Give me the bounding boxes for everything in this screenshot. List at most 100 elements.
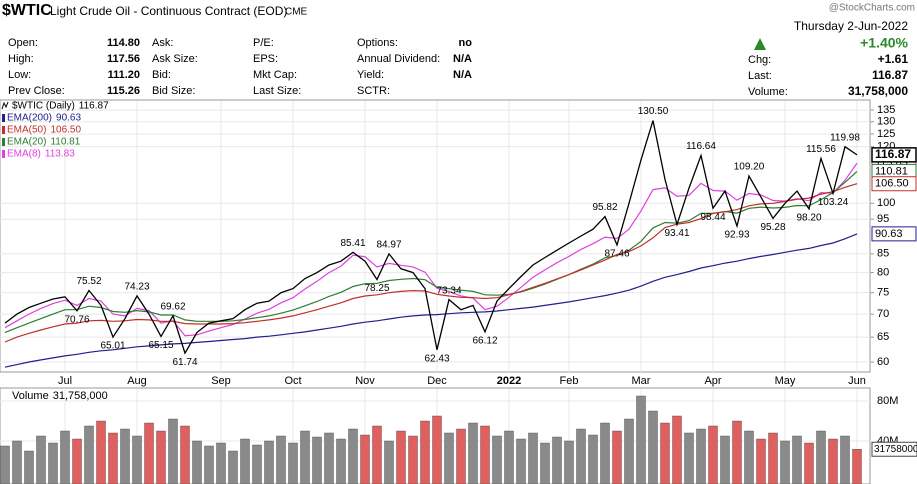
- volume-bar: [600, 422, 610, 484]
- price-annotation: 65.01: [100, 341, 125, 352]
- legend-value: 116.87: [79, 101, 109, 112]
- y-tick-label: 85: [877, 248, 889, 260]
- price-annotation: 62.43: [424, 353, 449, 364]
- last-volume-tag: [871, 441, 917, 457]
- x-tick-label: Aug: [127, 375, 147, 387]
- volume-bar: [684, 432, 694, 484]
- up-arrow: [754, 38, 766, 50]
- watermark: @StockCharts.com: [829, 3, 915, 14]
- volume-bar: [84, 425, 94, 484]
- quote-date: Thursday 2-Jun-2022: [794, 19, 908, 33]
- price-annotation: 70.76: [64, 314, 89, 325]
- price-annotation: 84.97: [376, 240, 401, 251]
- x-tick-label: Jun: [848, 375, 866, 387]
- grid: [0, 101, 870, 484]
- volume-bar: [504, 430, 514, 484]
- y-tick-label: 60: [877, 356, 889, 368]
- volume-bar: [516, 438, 526, 484]
- volume-bar: [756, 438, 766, 484]
- volume-bar: [228, 450, 238, 484]
- field-label: Bid:: [152, 69, 171, 81]
- legend-name: $WTIC (Daily): [12, 101, 75, 112]
- volume-bar: [276, 435, 286, 484]
- y-tick-label: 80: [877, 267, 889, 279]
- last-value-tag: [871, 176, 917, 192]
- instrument-name: Light Crude Oil - Continuous Contract (E…: [50, 4, 287, 18]
- volume-bar: [108, 432, 118, 484]
- field-value: 115.26: [107, 85, 140, 97]
- legend-value: 90.63: [56, 113, 81, 124]
- volume-bar: [456, 428, 466, 484]
- volume-bar: [252, 444, 262, 484]
- volume-bar: [324, 432, 334, 484]
- volume-bar: [384, 440, 394, 484]
- volume-bar: [648, 410, 658, 484]
- volume-bar: [804, 442, 814, 484]
- field-label: Prev Close:: [8, 85, 65, 97]
- x-tick-label: Oct: [284, 375, 301, 387]
- price-annotation: 116.64: [686, 141, 716, 152]
- field-label: Ask Size:: [152, 53, 198, 65]
- quote-label: Chg:: [748, 54, 771, 66]
- ema-line: [4, 233, 858, 368]
- price-annotation: 98.20: [796, 213, 821, 224]
- symbol: $WTIC: [2, 2, 52, 19]
- price-annotation: 66.12: [472, 335, 497, 346]
- last-value-label: 106.50: [875, 178, 909, 190]
- volume-bar: [408, 435, 418, 484]
- ema-line: [4, 183, 858, 343]
- x-tick-label: Apr: [704, 375, 721, 387]
- y-tick-label: 75: [877, 287, 889, 299]
- y-tick-label: 95: [877, 213, 889, 225]
- legend-swatch: [2, 114, 5, 122]
- quote-value: 116.87: [872, 68, 908, 82]
- volume-bar: [624, 418, 634, 484]
- legend-swatch: [2, 138, 5, 146]
- volume-bar: [828, 438, 838, 484]
- field-label: P/E:: [253, 37, 274, 49]
- field-label: Annual Dividend:: [357, 53, 440, 65]
- field-label: Yield:: [357, 69, 384, 81]
- exchange: CME: [285, 7, 308, 18]
- volume-bar: [12, 440, 22, 484]
- field-label: SCTR:: [357, 85, 390, 97]
- price-annotation: 87.46: [604, 249, 629, 260]
- field-label: Ask:: [152, 37, 173, 49]
- volume-bar: [732, 420, 742, 484]
- quote-label: Volume:: [748, 86, 788, 98]
- volume-bar: [0, 445, 10, 484]
- x-tick-label: Jul: [58, 375, 72, 387]
- last-value-tag: [871, 147, 917, 163]
- y-tick-label: 100: [877, 197, 895, 209]
- volume-bar: [552, 436, 562, 484]
- legend-name: EMA(200): [7, 113, 52, 124]
- volume-bar: [372, 425, 382, 484]
- volume-bar: [36, 435, 46, 484]
- last-value-label: 116.87: [875, 147, 911, 161]
- volume-bar: [288, 442, 298, 484]
- volume-bar: [852, 449, 862, 484]
- quote-label: Last:: [748, 70, 772, 82]
- volume-bar: [48, 442, 58, 484]
- price-annotation: 95.28: [760, 222, 785, 233]
- volume-bar: [72, 438, 82, 484]
- volume-bar: [744, 430, 754, 484]
- volume-bar: [396, 430, 406, 484]
- field-label: EPS:: [253, 53, 278, 65]
- price-annotation: 92.93: [724, 230, 749, 241]
- price-annotation: 95.82: [592, 202, 617, 213]
- field-value: 111.20: [108, 69, 140, 81]
- volume-legend-value: 31,758,000: [53, 390, 108, 402]
- x-tick-label: Feb: [560, 375, 579, 387]
- legend-value: 110.81: [50, 137, 80, 148]
- volume-bar: [24, 450, 34, 484]
- price-annotation: 85.41: [340, 238, 365, 249]
- last-value-label: 110.81: [875, 165, 908, 177]
- legend-name: EMA(20): [7, 137, 46, 148]
- volume-bar: [444, 432, 454, 484]
- volume-bar: [168, 418, 178, 484]
- price-annotation: 109.20: [734, 162, 765, 173]
- volume-bar: [420, 420, 430, 484]
